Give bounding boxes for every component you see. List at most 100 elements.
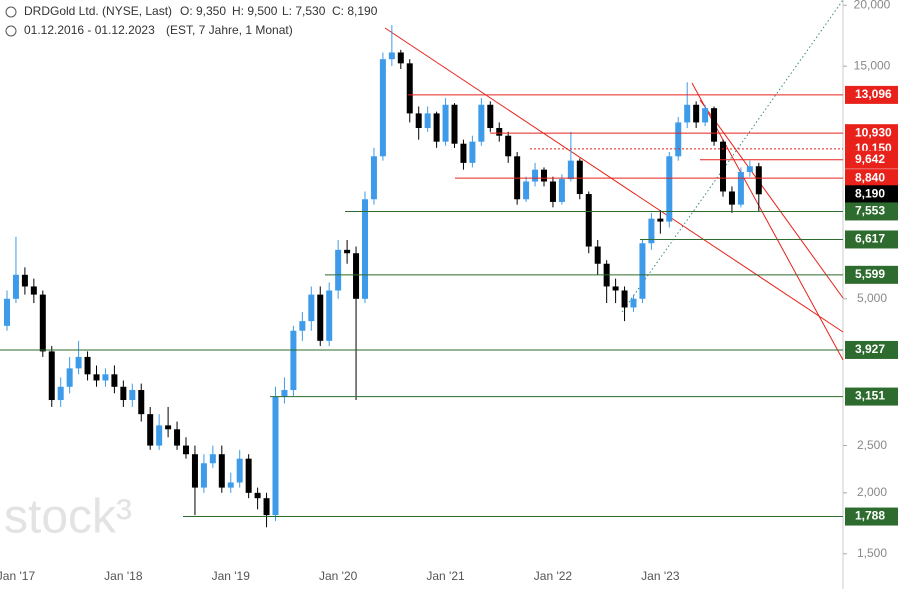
candle-body bbox=[469, 141, 476, 163]
candle-body bbox=[57, 386, 64, 401]
candle-body bbox=[317, 294, 324, 341]
candle-body bbox=[415, 113, 422, 129]
level-label-box bbox=[845, 507, 898, 526]
candle-body bbox=[549, 181, 556, 202]
x-tick-label: Jan '18 bbox=[104, 569, 143, 583]
candle-body bbox=[174, 429, 181, 446]
quote-open: O: 9,350 bbox=[180, 4, 226, 18]
candle-body bbox=[30, 286, 37, 295]
candle-body bbox=[755, 166, 762, 195]
level-label: 8,840 bbox=[855, 170, 885, 184]
candle-body bbox=[693, 104, 700, 123]
candle-body bbox=[236, 458, 243, 483]
candle-body bbox=[218, 454, 225, 488]
candle-body bbox=[567, 160, 574, 180]
candle-body bbox=[594, 246, 601, 264]
y-tick-label: 5,000 bbox=[857, 291, 887, 305]
candle-body bbox=[93, 374, 100, 381]
candle-body bbox=[478, 104, 485, 142]
candle-body bbox=[111, 374, 118, 387]
y-tick-label: 20,000 bbox=[854, 0, 891, 11]
candle-body bbox=[442, 104, 449, 142]
candle-body bbox=[675, 122, 682, 157]
level-label-box bbox=[845, 150, 898, 169]
info-icon bbox=[5, 6, 17, 18]
candle-body bbox=[12, 274, 19, 299]
header: DRDGold Ltd. (NYSE, Last) O: 9,350 H: 9,… bbox=[5, 4, 378, 37]
candle-body bbox=[335, 249, 342, 291]
level-label: 7,553 bbox=[855, 204, 885, 218]
candle-body bbox=[460, 143, 467, 163]
candle-body bbox=[585, 194, 592, 247]
level-label: 3,927 bbox=[855, 342, 885, 356]
candle-body bbox=[138, 390, 145, 415]
chart-title: DRDGold Ltd. (NYSE, Last) bbox=[24, 4, 172, 18]
candle-body bbox=[648, 218, 655, 244]
level-label: 10,930 bbox=[855, 125, 892, 139]
level-label-box bbox=[845, 230, 898, 249]
candle-body bbox=[326, 290, 333, 341]
candle-body bbox=[191, 454, 198, 488]
date-range: 01.12.2016 - 01.12.2023 bbox=[24, 23, 155, 37]
level-label-box bbox=[845, 124, 898, 143]
x-tick-label: Jan '17 bbox=[0, 569, 35, 583]
candle-body bbox=[165, 425, 172, 430]
clock-icon bbox=[5, 25, 17, 37]
candle-body bbox=[397, 52, 404, 64]
quote-high: H: 9,500 bbox=[232, 4, 278, 18]
level-label: 6,617 bbox=[855, 232, 885, 246]
level-label-box bbox=[845, 265, 898, 284]
candle-body bbox=[639, 243, 646, 299]
candle-body bbox=[370, 156, 377, 200]
candle-body bbox=[21, 274, 28, 287]
trend-line bbox=[691, 82, 844, 361]
candle-body bbox=[451, 104, 458, 144]
level-label: 9,642 bbox=[855, 152, 885, 166]
candle-body bbox=[737, 171, 744, 205]
x-tick-label: Jan '23 bbox=[641, 569, 680, 583]
candle-body bbox=[156, 425, 163, 446]
candle-body bbox=[684, 104, 691, 123]
level-label-box bbox=[845, 85, 898, 104]
y-tick-label: 2,000 bbox=[857, 485, 887, 499]
x-tick-label: Jan '21 bbox=[426, 569, 465, 583]
candle-body bbox=[657, 218, 664, 222]
x-tick-label: Jan '20 bbox=[319, 569, 358, 583]
candle-body bbox=[281, 390, 288, 397]
level-label: 1,788 bbox=[855, 509, 885, 523]
candle-body bbox=[630, 298, 637, 308]
level-label-box bbox=[845, 202, 898, 221]
candle-body bbox=[505, 135, 512, 157]
candle-body bbox=[84, 356, 91, 375]
candle-body bbox=[666, 156, 673, 222]
candle-body bbox=[424, 113, 431, 129]
level-label: 8,190 bbox=[855, 186, 885, 200]
candle-body bbox=[147, 414, 154, 446]
candle-body bbox=[388, 52, 395, 60]
candle-body bbox=[433, 113, 440, 142]
candle-body bbox=[711, 108, 718, 142]
candle-body bbox=[746, 166, 753, 172]
candle-body bbox=[66, 368, 73, 387]
candle-body bbox=[496, 128, 503, 136]
candle-body bbox=[720, 141, 726, 192]
candle-body bbox=[702, 108, 709, 123]
candle-body bbox=[612, 286, 619, 291]
candle-body bbox=[406, 63, 413, 114]
y-tick-label: 1,500 bbox=[857, 546, 887, 560]
candle-body bbox=[254, 492, 261, 499]
level-label-box bbox=[845, 340, 898, 359]
candle-body bbox=[308, 294, 315, 322]
candle-body bbox=[487, 104, 494, 129]
candle-body bbox=[227, 482, 234, 488]
candle-body bbox=[272, 396, 279, 516]
candle-body bbox=[129, 390, 136, 401]
candle-body bbox=[120, 386, 127, 401]
candle-body bbox=[4, 298, 10, 326]
candle-body bbox=[75, 356, 82, 369]
level-label: 13,096 bbox=[855, 87, 892, 101]
candle-body bbox=[621, 290, 628, 308]
level-label-box bbox=[845, 169, 898, 188]
